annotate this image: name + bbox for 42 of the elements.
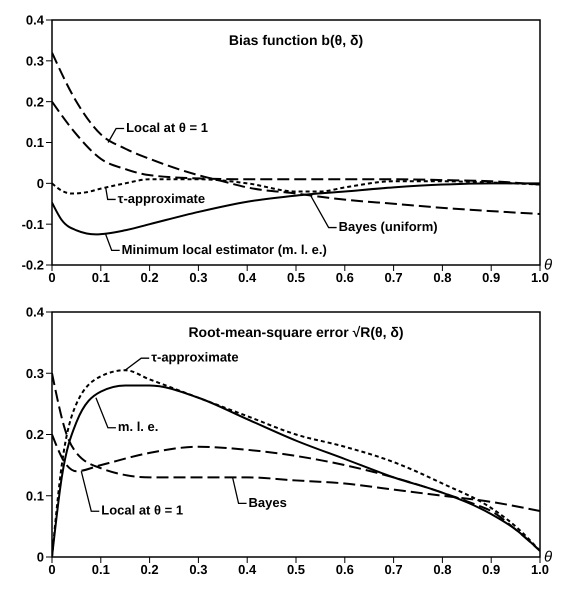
x-tick-label: 0 bbox=[48, 270, 56, 286]
x-tick-label: 0.6 bbox=[336, 270, 354, 286]
x-tick-label: 0.5 bbox=[286, 562, 306, 578]
y-tick-label: 0.1 bbox=[26, 135, 44, 150]
x-tick-label: 0 bbox=[48, 562, 56, 578]
x-tick-label: 0.7 bbox=[384, 270, 403, 286]
x-tick-label: 0.9 bbox=[482, 562, 500, 578]
text: Bias function b(θ, δ) bbox=[228, 32, 364, 48]
annotation: Bayes (uniform) bbox=[338, 219, 438, 234]
y-tick-label: 0.4 bbox=[26, 304, 45, 320]
x-tick-label: 0.8 bbox=[433, 270, 452, 286]
x-tick-label: 0.8 bbox=[433, 562, 452, 578]
annotation: Bayes bbox=[248, 494, 287, 510]
y-tick-label: 0.4 bbox=[26, 12, 45, 28]
annotation: τ-approximate bbox=[151, 350, 239, 365]
x-tick-label: 0.4 bbox=[238, 562, 258, 578]
x-tick-label: 0.6 bbox=[336, 562, 354, 578]
x-tick-label: 0.2 bbox=[140, 270, 159, 286]
annotation: Local at θ = 1 bbox=[101, 502, 184, 518]
x-tick-label: 0.3 bbox=[189, 562, 208, 578]
y-tick-label: 0 bbox=[36, 176, 44, 191]
y-tick-label: -0.2 bbox=[22, 258, 44, 273]
y-tick-label: 0.2 bbox=[26, 94, 44, 110]
x-tick-label: 0.4 bbox=[238, 270, 258, 286]
annotation: Minimum local estimator (m. l. e.) bbox=[122, 242, 327, 257]
x-tick-label: 0.9 bbox=[482, 270, 500, 286]
y-tick-label: 0.3 bbox=[26, 53, 44, 68]
y-tick-label: 0.2 bbox=[26, 427, 44, 442]
x-tick-label: 0.7 bbox=[384, 562, 403, 578]
x-tick-label: 0.5 bbox=[286, 270, 306, 286]
x-tick-label: 0.1 bbox=[92, 270, 110, 286]
y-tick-label: -0.1 bbox=[22, 216, 44, 232]
x-tick-label: 0.3 bbox=[189, 270, 208, 286]
annotation: τ-approximate bbox=[118, 190, 206, 206]
y-tick-label: 0.1 bbox=[26, 488, 44, 504]
y-tick-label: 0 bbox=[36, 550, 44, 565]
x-tick-label: 0.1 bbox=[92, 562, 110, 578]
annotation: Local at θ = 1 bbox=[126, 120, 208, 135]
text: Root-mean-square error √R(θ, δ) bbox=[187, 324, 405, 340]
y-tick-label: 0.3 bbox=[26, 366, 44, 381]
x-tick-label: 0.2 bbox=[140, 562, 159, 578]
annotation: m. l. e. bbox=[118, 419, 158, 434]
